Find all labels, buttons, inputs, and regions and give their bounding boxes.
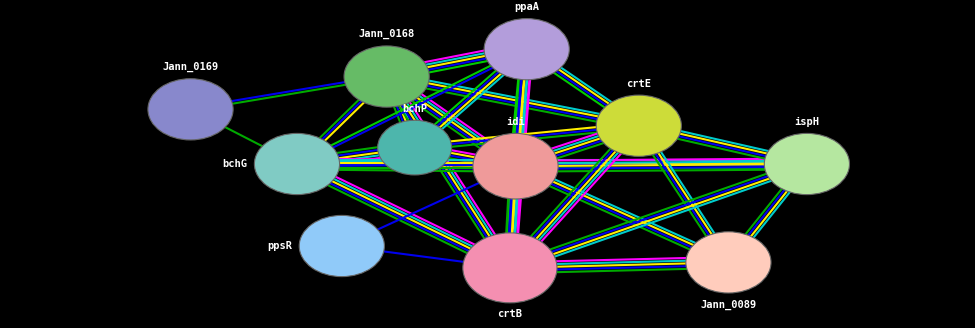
Ellipse shape xyxy=(764,133,849,195)
Text: ppsR: ppsR xyxy=(267,241,292,251)
Text: ppaA: ppaA xyxy=(514,2,539,12)
Text: Jann_0169: Jann_0169 xyxy=(163,62,218,72)
Text: crtE: crtE xyxy=(626,79,651,89)
Ellipse shape xyxy=(596,95,682,156)
Text: bchP: bchP xyxy=(402,104,427,114)
Text: idi: idi xyxy=(506,117,525,127)
Ellipse shape xyxy=(344,46,429,107)
Text: bchG: bchG xyxy=(222,159,248,169)
Text: crtB: crtB xyxy=(497,309,523,319)
Ellipse shape xyxy=(299,215,384,277)
Ellipse shape xyxy=(377,120,451,175)
Text: Jann_0168: Jann_0168 xyxy=(359,29,414,39)
Ellipse shape xyxy=(463,233,557,303)
Ellipse shape xyxy=(685,232,771,293)
Ellipse shape xyxy=(485,19,569,80)
Ellipse shape xyxy=(254,133,339,195)
Text: ispH: ispH xyxy=(795,117,819,127)
Ellipse shape xyxy=(473,133,558,199)
Ellipse shape xyxy=(148,79,233,140)
Text: Jann_0089: Jann_0089 xyxy=(700,299,757,310)
